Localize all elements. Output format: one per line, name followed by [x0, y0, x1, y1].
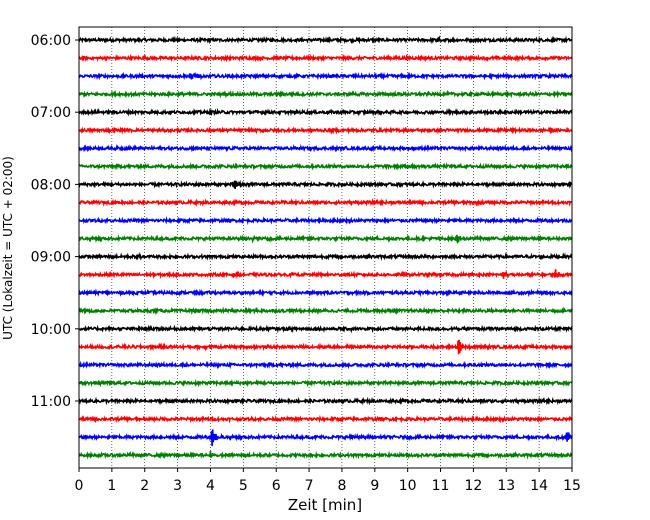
x-tick-label-8: 8	[337, 478, 346, 494]
trace-07:15	[78, 125, 573, 135]
trace-09:15	[78, 269, 573, 280]
trace-09:30	[78, 288, 573, 298]
x-tick-label-13: 13	[497, 478, 515, 494]
plot-frame	[78, 26, 573, 469]
y-tick-label: 10:00	[31, 322, 71, 338]
trace-07:00	[78, 107, 573, 117]
trace-11:15	[78, 414, 573, 424]
trace-10:15	[78, 339, 573, 355]
x-tick-label-12: 12	[464, 478, 482, 494]
x-tick-label-5: 5	[239, 478, 248, 494]
x-tick-label-9: 9	[370, 478, 379, 494]
trace-10:45	[78, 378, 573, 388]
y-tick-label: 11:00	[31, 394, 71, 410]
y-tick-label: 08:00	[31, 177, 71, 193]
trace-06:00	[78, 35, 573, 45]
trace-lines	[78, 35, 573, 460]
x-tick-label-11: 11	[432, 478, 450, 494]
y-axis-label: UTC (Lokalzeit = UTC + 02:00)	[1, 156, 15, 340]
trace-08:00	[78, 179, 573, 189]
trace-08:30	[78, 216, 573, 225]
y-axis-ticks: 06:00 07:00 08:00 09:00 10:00 11:00	[31, 33, 79, 410]
trace-06:45	[78, 89, 573, 99]
x-tick-label-4: 4	[206, 478, 215, 494]
trace-10:30	[78, 360, 573, 370]
trace-07:30	[78, 143, 573, 153]
trace-06:15	[78, 53, 573, 63]
trace-10:00	[78, 324, 573, 334]
x-tick-label-15: 15	[563, 478, 581, 494]
x-tick-label-14: 14	[530, 478, 548, 494]
trace-08:15	[78, 198, 573, 207]
x-tick-label-7: 7	[305, 478, 314, 494]
trace-11:45	[78, 450, 573, 460]
trace-11:30	[78, 429, 573, 447]
x-tick-label-2: 2	[140, 478, 149, 494]
trace-06:30	[78, 71, 573, 81]
trace-11:00	[78, 396, 573, 406]
x-tick-label-10: 10	[399, 478, 417, 494]
x-tick-label-0: 0	[75, 478, 84, 494]
trace-09:00	[78, 251, 573, 262]
trace-07:45	[78, 161, 573, 171]
y-tick-label: 06:00	[31, 33, 71, 49]
trace-08:45	[78, 234, 573, 244]
x-tick-label-6: 6	[272, 478, 281, 494]
x-tick-label-1: 1	[107, 478, 116, 494]
x-tick-label-3: 3	[173, 478, 182, 494]
x-axis-label: Zeit [min]	[288, 496, 362, 514]
trace-09:45	[78, 306, 573, 316]
y-tick-label: 09:00	[31, 250, 71, 266]
y-tick-label: 07:00	[31, 105, 71, 121]
x-axis-ticks: 0 1 2 3 4 5 6 7 8 9 10 11 12 13 14 15	[75, 468, 581, 494]
